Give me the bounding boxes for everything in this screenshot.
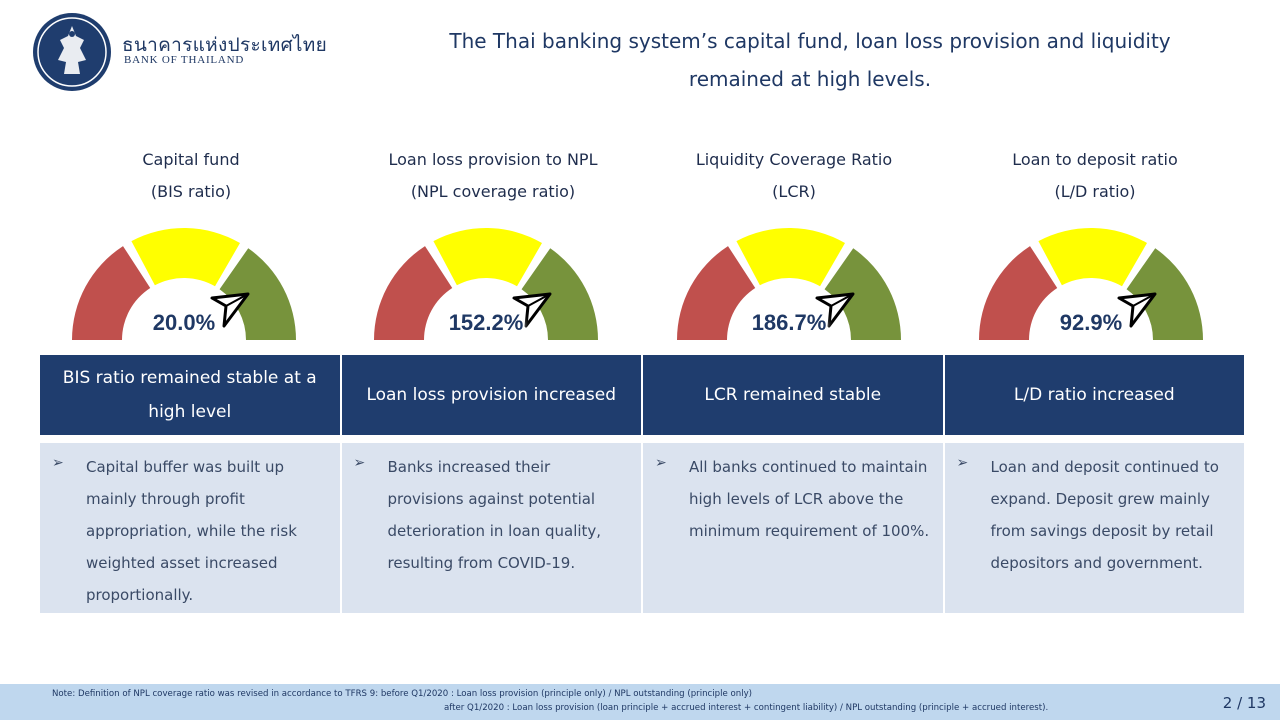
metric-title-text: Capital fund — [142, 150, 240, 169]
gauge-needle-icon — [815, 292, 855, 328]
summary-text: Loan and deposit continued to expand. De… — [990, 458, 1219, 572]
summary-header-bis: BIS ratio remained stable at a high leve… — [40, 355, 342, 435]
organization-name-thai: ธนาคารแห่งประเทศไทย — [122, 34, 328, 56]
bank-seal-icon — [33, 13, 111, 91]
gauge-value: 92.9% — [1059, 310, 1123, 335]
footnote-line-2: after Q1/2020 : Loan loss provision (loa… — [444, 703, 1049, 713]
summary-cell-provision: ➢ Banks increased their provisions again… — [341, 443, 643, 613]
summary-body-row: ➢ Capital buffer was built up mainly thr… — [40, 443, 1244, 613]
metric-subtitle-text: (L/D ratio) — [1054, 182, 1136, 201]
gauge-red-segment — [979, 246, 1058, 340]
gauge-dial-icon — [979, 228, 1203, 340]
gauge-yellow-segment — [736, 228, 845, 287]
metric-title-loan-loss-provision: Loan loss provision to NPL (NPL coverage… — [343, 144, 643, 208]
metric-title-ld-ratio: Loan to deposit ratio (L/D ratio) — [945, 144, 1245, 208]
metric-title-text: Loan loss provision to NPL — [388, 150, 598, 169]
bank-logo: ธนาคารแห่งประเทศไทย BANK OF THAILAND — [32, 12, 327, 96]
gauge-dial-icon — [374, 228, 598, 340]
arrow-bullet-icon: ➢ — [655, 455, 667, 471]
metric-title-text: Loan to deposit ratio — [1012, 150, 1178, 169]
gauge-loan-loss-provision: 152.2% — [366, 224, 606, 344]
summary-text: All banks continued to maintain high lev… — [689, 458, 930, 540]
gauge-red-segment — [374, 246, 453, 340]
gauge-green-segment — [521, 248, 598, 340]
summary-cell-ld: ➢ Loan and deposit continued to expand. … — [944, 443, 1244, 613]
summary-header-lcr: LCR remained stable — [643, 355, 945, 435]
metric-title-lcr: Liquidity Coverage Ratio (LCR) — [644, 144, 944, 208]
arrow-bullet-icon: ➢ — [52, 455, 64, 471]
metric-subtitle-text: (LCR) — [772, 182, 816, 201]
summary-header-provision: Loan loss provision increased — [342, 355, 643, 435]
arrow-bullet-icon: ➢ — [956, 455, 969, 471]
gauge-green-segment — [1126, 248, 1203, 340]
gauge-yellow-segment — [131, 228, 240, 287]
page-number: 2 / 13 — [1222, 694, 1266, 712]
summary-cell-lcr: ➢ All banks continued to maintain high l… — [643, 443, 945, 613]
gauge-lcr: 186.7% — [669, 224, 909, 344]
gauge-needle-icon — [512, 292, 552, 328]
gauge-green-segment — [219, 248, 296, 340]
gauge-value: 20.0% — [152, 310, 216, 335]
footer-bar: Note: Definition of NPL coverage ratio w… — [0, 684, 1280, 720]
gauge-ld-ratio: 92.9% — [971, 224, 1211, 344]
slide-headline: The Thai banking system’s capital fund, … — [449, 29, 1171, 91]
summary-header-ld: L/D ratio increased — [1013, 385, 1175, 405]
gauge-red-segment — [677, 246, 756, 340]
gauge-needle-icon — [210, 292, 250, 328]
gauge-needle-icon — [1117, 292, 1157, 328]
metric-title-capital-fund: Capital fund (BIS ratio) — [41, 144, 341, 208]
gauge-capital-fund: 20.0% — [64, 224, 304, 344]
arrow-bullet-icon: ➢ — [353, 455, 366, 471]
summary-text: Capital buffer was built up mainly throu… — [86, 458, 297, 604]
metric-title-text: Liquidity Coverage Ratio — [695, 150, 893, 169]
gauge-yellow-segment — [1038, 228, 1147, 287]
gauge-value: 186.7% — [751, 310, 827, 335]
gauge-dial-icon — [677, 228, 901, 340]
organization-name-en: BANK OF THAILAND — [124, 54, 245, 66]
gauge-red-segment — [72, 246, 151, 340]
gauge-value: 152.2% — [448, 310, 524, 335]
footnote-line-1: Note: Definition of NPL coverage ratio w… — [52, 689, 753, 699]
summary-cell-bis: ➢ Capital buffer was built up mainly thr… — [40, 443, 342, 613]
summary-header-row: BIS ratio remained stable at a high leve… — [40, 355, 1244, 435]
gauge-yellow-segment — [433, 228, 542, 287]
metric-subtitle-text: (NPL coverage ratio) — [410, 182, 576, 201]
gauge-dial-icon — [72, 228, 296, 340]
summary-text: Banks increased their provisions against… — [387, 458, 602, 572]
gauge-green-segment — [824, 248, 901, 340]
metric-subtitle-text: (BIS ratio) — [150, 182, 232, 201]
